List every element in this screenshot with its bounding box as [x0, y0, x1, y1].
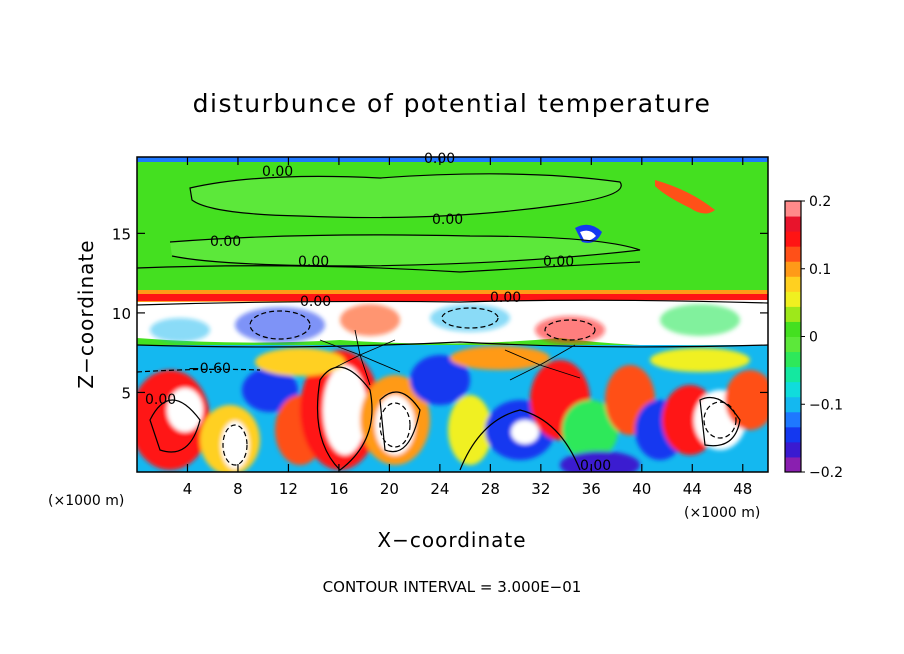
chart-title: disturbunce of potential temperature	[193, 89, 712, 118]
field-upper-band	[170, 234, 640, 266]
colorbar-swatch	[785, 441, 801, 458]
contour-label-group: 0.00 0.00 0.00 0.00 0.00 0.00 0.00 0.00 …	[145, 151, 611, 474]
colorbar-swatch	[785, 306, 801, 322]
x-tick-label: 8	[233, 480, 243, 498]
colorbar-swatch	[785, 336, 801, 353]
colorbar-ticks: 0.2 0.1 0 −0.1 −0.2	[801, 194, 843, 481]
colorbar-tick-label: −0.2	[809, 465, 843, 481]
x-tick-label: 48	[733, 480, 752, 498]
colorbar-swatch	[785, 321, 801, 337]
field-upper-blob-white	[580, 230, 596, 241]
x-axis-label: X−coordinate	[377, 528, 526, 552]
colorbar-tick-label: 0.1	[809, 262, 831, 278]
x-tick-label: 32	[531, 480, 550, 498]
y-axis: 5 10 15	[112, 225, 768, 402]
colorbar-swatch	[785, 366, 801, 383]
x-tick-label: 20	[380, 480, 399, 498]
field-top-band	[137, 157, 768, 162]
colorbar-swatch	[785, 351, 801, 368]
contour-label: 0.00	[298, 254, 329, 270]
contour-label: −0.60	[188, 361, 231, 377]
contour-lines-negative	[137, 307, 737, 466]
x-tick-label: 16	[329, 480, 348, 498]
colorbar	[784, 200, 802, 473]
colorbar-tick-label: 0	[809, 330, 818, 346]
field-upper-cell	[190, 173, 622, 218]
y-axis-label: Z−coordinate	[74, 239, 98, 388]
contour-lines	[137, 173, 768, 471]
x-axis: 4 8 12 16 20 24 28 32 36 40 44 48	[183, 157, 752, 498]
colorbar-swatch	[785, 456, 801, 473]
y-tick-label: 10	[112, 305, 131, 323]
colorbar-swatch	[785, 231, 801, 247]
field-upper-right-warm	[655, 180, 715, 214]
contour-convergence	[319, 329, 581, 386]
contour-label: 0.00	[210, 234, 241, 250]
colorbar-swatch	[785, 291, 801, 307]
y-tick-label: 5	[121, 384, 131, 402]
y-tick-label: 15	[112, 225, 131, 243]
colorbar-swatch	[785, 426, 801, 443]
colorbar-swatch	[785, 396, 801, 413]
colorbar-tick-label: 0.2	[809, 194, 831, 210]
contour-label: 0.00	[145, 392, 176, 408]
x-tick-label: 4	[183, 480, 193, 498]
colorbar-swatch	[785, 411, 801, 428]
contour-label: 0.00	[300, 294, 331, 310]
colorbar-swatch	[785, 381, 801, 398]
x-unit-left: (×1000 m)	[48, 493, 124, 509]
plot-frame	[136, 156, 769, 473]
contour-label: 0.00	[262, 164, 293, 180]
x-tick-label: 40	[632, 480, 651, 498]
contour-label: 0.00	[490, 290, 521, 306]
contour-label: 0.00	[543, 254, 574, 270]
x-tick-label: 36	[582, 480, 601, 498]
x-unit-right: (×1000 m)	[684, 505, 760, 521]
contour-interval-note: CONTOUR INTERVAL = 3.000E−01	[323, 578, 582, 596]
heatmap-field	[137, 157, 768, 472]
colorbar-tick-label: −0.1	[809, 397, 843, 413]
colorbar-swatch	[785, 216, 801, 232]
x-tick-label: 24	[430, 480, 449, 498]
colorbar-swatch	[785, 246, 801, 262]
x-tick-label: 44	[683, 480, 702, 498]
x-tick-label: 28	[481, 480, 500, 498]
colorbar-swatch	[785, 201, 801, 217]
field-band-red	[137, 294, 768, 301]
colorbar-swatch	[785, 276, 801, 292]
colorbar-swatch	[785, 261, 801, 277]
contour-label: 0.00	[580, 458, 611, 474]
contour-label: 0.00	[432, 212, 463, 228]
x-tick-label: 12	[279, 480, 298, 498]
